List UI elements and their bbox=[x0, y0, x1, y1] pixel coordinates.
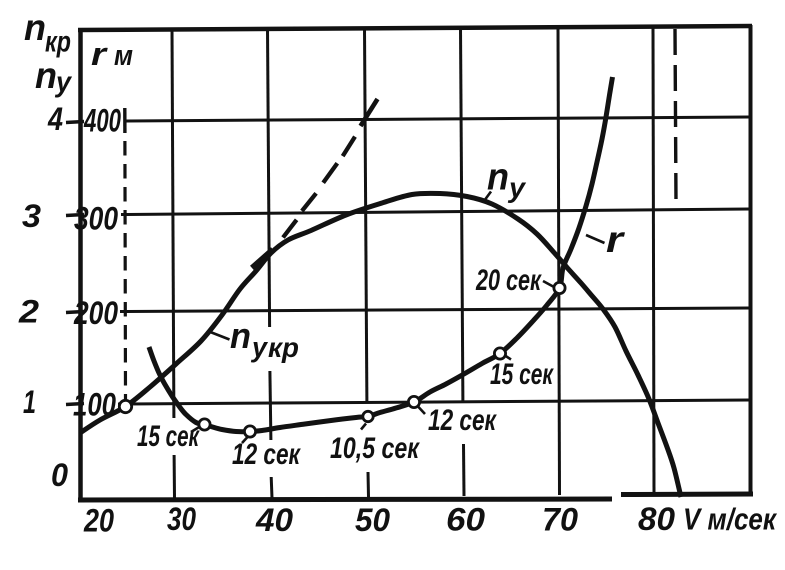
svg-text:50: 50 bbox=[355, 502, 390, 538]
svg-text:40: 40 bbox=[255, 502, 293, 538]
svg-text:70: 70 bbox=[542, 502, 578, 538]
svg-text:200: 200 bbox=[73, 295, 118, 331]
svg-text:400: 400 bbox=[83, 103, 121, 139]
svg-text:300: 300 bbox=[74, 201, 118, 237]
svg-text:15 сек: 15 сек bbox=[490, 358, 554, 391]
svg-text:у: у bbox=[54, 67, 73, 99]
svg-text:12 сек: 12 сек bbox=[232, 438, 301, 471]
svg-text:100: 100 bbox=[73, 387, 116, 423]
svg-text:у: у bbox=[250, 332, 268, 363]
svg-text:n: n bbox=[24, 7, 46, 48]
svg-text:1: 1 bbox=[23, 384, 36, 420]
svg-text:3: 3 bbox=[22, 198, 41, 234]
svg-text:10,5 сек: 10,5 сек bbox=[330, 432, 420, 465]
svg-text:0: 0 bbox=[51, 457, 68, 493]
svg-text:80: 80 bbox=[638, 501, 675, 537]
svg-text:n: n bbox=[230, 315, 251, 356]
svg-text:60: 60 bbox=[446, 502, 485, 538]
svg-text:20 сек: 20 сек bbox=[475, 264, 542, 297]
svg-text:30: 30 bbox=[167, 501, 196, 537]
svg-text:12 сек: 12 сек bbox=[428, 404, 497, 437]
svg-text:у: у bbox=[507, 172, 527, 203]
svg-text:2: 2 bbox=[18, 294, 39, 330]
svg-text:r: r bbox=[91, 36, 108, 72]
svg-text:кр: кр bbox=[45, 26, 71, 59]
svg-text:V м/сек: V м/сек bbox=[683, 502, 777, 537]
svg-text:15 сек: 15 сек bbox=[137, 420, 200, 453]
svg-text:м: м bbox=[114, 40, 133, 72]
svg-text:n: n bbox=[35, 55, 57, 96]
svg-text:n: n bbox=[487, 157, 509, 199]
svg-text:20: 20 bbox=[83, 503, 114, 539]
svg-text:кр: кр bbox=[268, 332, 299, 363]
svg-text:4: 4 bbox=[47, 101, 63, 137]
